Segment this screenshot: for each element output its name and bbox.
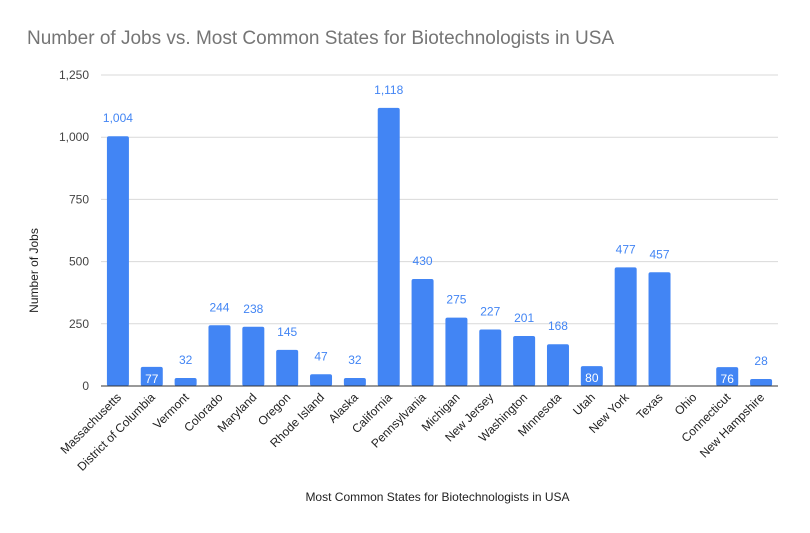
bar — [343, 378, 366, 386]
data-label: 275 — [446, 293, 466, 307]
bar — [310, 374, 333, 386]
bar — [140, 366, 163, 386]
bar — [242, 326, 265, 386]
y-tick-label: 1,000 — [59, 130, 89, 144]
data-label: 28 — [754, 354, 768, 368]
x-tick-label: Utah — [570, 390, 598, 418]
bar — [648, 272, 671, 386]
bar — [208, 325, 231, 386]
y-tick-label: 1,250 — [59, 68, 89, 82]
bar — [411, 279, 434, 386]
data-label: 80 — [585, 371, 599, 385]
bar — [546, 344, 569, 386]
data-label: 201 — [514, 311, 534, 325]
bar — [750, 379, 773, 386]
data-label: 77 — [145, 372, 159, 386]
data-label: 244 — [209, 300, 229, 314]
data-label: 227 — [480, 305, 500, 319]
data-label: 32 — [179, 353, 193, 367]
data-label: 457 — [650, 247, 670, 261]
bar — [106, 136, 129, 386]
bar — [513, 335, 536, 386]
data-label: 238 — [243, 302, 263, 316]
bar — [716, 367, 739, 386]
y-tick-label: 0 — [82, 379, 89, 393]
y-tick-label: 500 — [69, 255, 89, 269]
bar — [377, 107, 400, 386]
data-label: 1,118 — [374, 83, 403, 97]
bar — [614, 267, 637, 386]
bar — [276, 349, 299, 386]
y-axis-title: Number of Jobs — [27, 228, 41, 313]
data-label: 47 — [314, 349, 328, 363]
data-label: 430 — [413, 254, 433, 268]
y-tick-label: 250 — [69, 317, 89, 331]
data-label: 168 — [548, 319, 568, 333]
bar — [445, 317, 468, 386]
x-tick-label: Ohio — [672, 390, 700, 418]
y-tick-label: 750 — [69, 192, 89, 206]
bar — [174, 378, 197, 386]
x-axis-title: Most Common States for Biotechnologists … — [305, 490, 569, 504]
chart-title: Number of Jobs vs. Most Common States fo… — [27, 28, 615, 49]
data-label: 76 — [721, 372, 735, 386]
data-label: 477 — [616, 242, 636, 256]
bar — [479, 329, 502, 386]
bar — [580, 366, 603, 386]
data-label: 1,004 — [103, 111, 133, 125]
data-label: 145 — [277, 325, 297, 339]
data-label: 32 — [348, 353, 362, 367]
x-tick-label: Texas — [634, 390, 666, 422]
